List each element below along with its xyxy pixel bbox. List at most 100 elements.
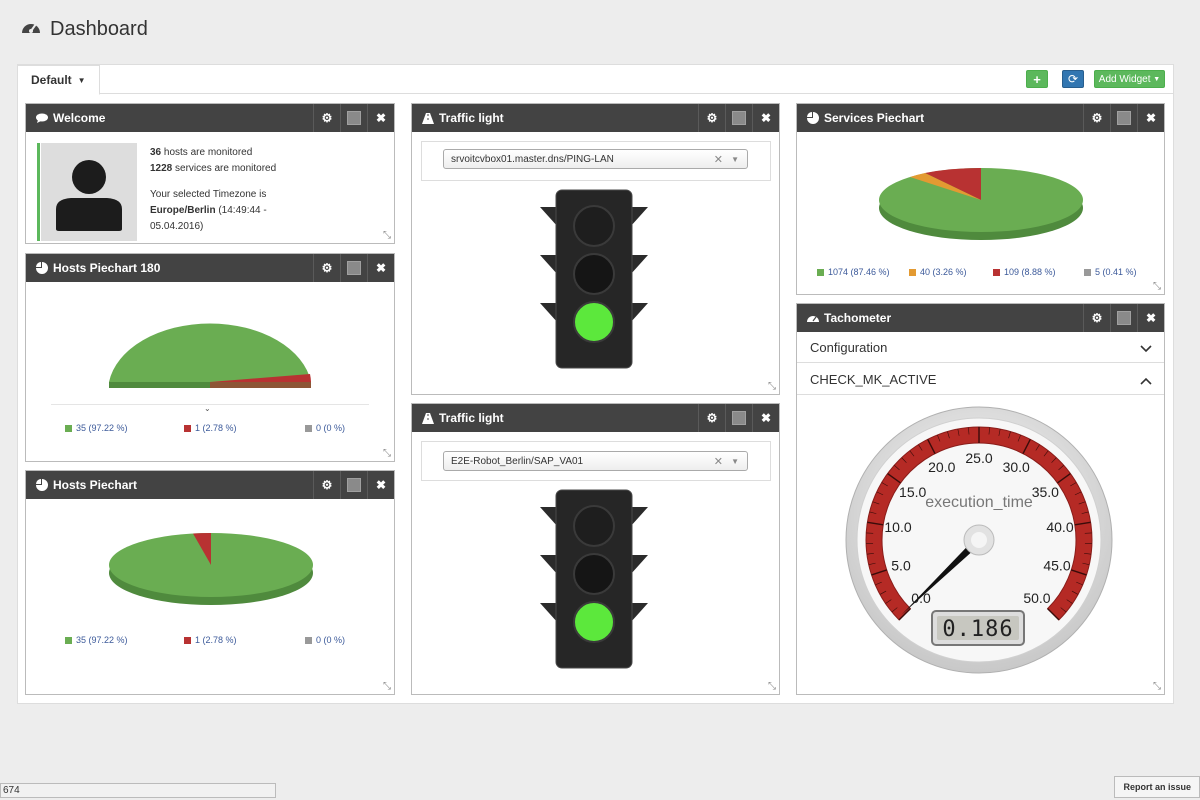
- legend-item: 0 (0 %): [305, 635, 345, 645]
- services-count: 1228: [150, 163, 173, 174]
- tab-default-label: Default: [31, 73, 72, 87]
- dashboard-icon: [807, 313, 821, 323]
- pie-chart: [879, 167, 1083, 240]
- gauge-minor-tick: [891, 607, 898, 613]
- gauge-major-tick: [871, 569, 887, 576]
- gauge-minor-tick: [866, 552, 874, 555]
- tab-default[interactable]: Default ▼: [18, 65, 100, 95]
- legend-label: 0 (0 %): [316, 423, 346, 433]
- pie-chart-icon: [36, 479, 50, 491]
- gauge-display: [937, 616, 1019, 640]
- minimize-button[interactable]: [340, 254, 367, 282]
- resize-icon[interactable]: ⤡: [383, 230, 391, 241]
- resize-icon[interactable]: ⤡: [768, 381, 776, 392]
- square-icon: [1117, 311, 1131, 325]
- gauge-major-tick: [867, 521, 884, 526]
- pie-slice-critical: [193, 533, 211, 565]
- gear-icon[interactable]: ⚙: [313, 104, 340, 132]
- add-widget-button[interactable]: Add Widget ▼: [1094, 70, 1165, 88]
- square-icon: [732, 111, 746, 125]
- pie-slice-ok: [109, 323, 311, 382]
- close-icon[interactable]: ✖: [1137, 104, 1164, 132]
- gauge-minor-tick: [872, 501, 880, 505]
- close-icon[interactable]: ✖: [752, 104, 779, 132]
- caret-down-icon: ▼: [77, 75, 86, 85]
- caret-down-icon[interactable]: ▼: [731, 456, 739, 466]
- widget-title: Welcome: [53, 111, 106, 125]
- accordion-label: Configuration: [810, 339, 888, 355]
- gear-icon[interactable]: ⚙: [1083, 104, 1110, 132]
- close-icon[interactable]: ✖: [1137, 304, 1164, 332]
- service-select[interactable]: E2E-Robot_Berlin/SAP_VA01 ✕ ▼: [443, 451, 748, 471]
- tab-actions: + ⟳ Add Widget ▼: [1026, 70, 1165, 88]
- minimize-button[interactable]: [1110, 104, 1137, 132]
- services-line: 1228 services are monitored: [150, 161, 276, 177]
- page-title: Dashboard: [50, 18, 148, 40]
- accordion-configuration[interactable]: Configuration: [797, 332, 1164, 363]
- gauge-tick-label: 20.0: [928, 459, 955, 475]
- resize-icon[interactable]: ⤡: [1153, 281, 1161, 292]
- gauge-minor-tick: [901, 457, 907, 463]
- widget-tools: ⚙ ✖: [313, 254, 394, 282]
- welcome-widget: Welcome ⚙ ✖ 36 hosts are monitored 1228 …: [25, 103, 395, 244]
- resize-icon[interactable]: ⤡: [768, 681, 776, 692]
- close-icon[interactable]: ✖: [367, 104, 394, 132]
- legend-label: 40 (3.26 %): [920, 267, 967, 277]
- gauge-minor-tick: [879, 590, 887, 595]
- traffic-light-widget-2: Traffic light ⚙ ✖ E2E-Robot_Berlin/SAP_V…: [411, 403, 780, 695]
- traffic-light: [540, 489, 648, 669]
- gauge-minor-tick: [957, 428, 960, 436]
- widget-header: Traffic light ⚙ ✖: [412, 104, 779, 132]
- chevron-down-icon[interactable]: ⌄: [204, 404, 211, 413]
- gauge-major-tick: [1074, 521, 1091, 526]
- report-issue-button[interactable]: Report an issue: [1114, 776, 1200, 798]
- gauge-major-tick: [1047, 608, 1060, 621]
- hosts-count: 36: [150, 147, 162, 158]
- resize-icon[interactable]: ⤡: [383, 681, 391, 692]
- refresh-button[interactable]: ⟳: [1062, 70, 1084, 88]
- caret-down-icon[interactable]: ▼: [731, 154, 739, 164]
- chevron-up-icon: [1140, 373, 1152, 388]
- gear-icon[interactable]: ⚙: [698, 104, 725, 132]
- gauge-minor-tick: [1070, 482, 1077, 487]
- gauge-minor-tick: [1051, 457, 1057, 463]
- gauge-minor-tick: [875, 581, 882, 586]
- close-icon[interactable]: ✖: [367, 471, 394, 499]
- clear-icon[interactable]: ✕: [713, 455, 723, 468]
- gauge-ticks: [866, 427, 1092, 621]
- gear-icon[interactable]: ⚙: [313, 254, 340, 282]
- gauge-major-tick: [1071, 569, 1087, 576]
- close-icon[interactable]: ✖: [752, 404, 779, 432]
- red-lamp: [573, 205, 615, 247]
- gear-icon[interactable]: ⚙: [313, 471, 340, 499]
- clear-icon[interactable]: ✕: [713, 153, 723, 166]
- gear-icon[interactable]: ⚙: [1083, 304, 1110, 332]
- minimize-button[interactable]: [1110, 304, 1137, 332]
- gauge-major-tick: [1022, 438, 1031, 454]
- widget-header: Hosts Piechart ⚙ ✖: [26, 471, 394, 499]
- comment-icon: [36, 113, 50, 123]
- gauge-tick-labels: 0.0 5.0 10.0 15.020.0 25.0 30.035.0 40.0 45.0 50…: [884, 450, 1073, 606]
- pie-slice-critical-depth: [210, 382, 311, 388]
- service-select[interactable]: srvoitcvbox01.master.dns/PING-LAN ✕ ▼: [443, 149, 748, 169]
- widget-tools: ⚙ ✖: [698, 404, 779, 432]
- accordion-check-mk-active[interactable]: CHECK_MK_ACTIVE: [797, 364, 1164, 395]
- minimize-button[interactable]: [725, 104, 752, 132]
- resize-icon[interactable]: ⤡: [383, 448, 391, 459]
- add-tab-button[interactable]: +: [1026, 70, 1048, 88]
- gear-icon[interactable]: ⚙: [698, 404, 725, 432]
- minimize-button[interactable]: [725, 404, 752, 432]
- gauge-major-tick: [887, 473, 901, 484]
- resize-icon[interactable]: ⤡: [1153, 681, 1161, 692]
- widget-header: Hosts Piechart 180 ⚙ ✖: [26, 254, 394, 282]
- legend-item: 1 (2.78 %): [184, 423, 305, 433]
- gauge-major-tick: [927, 438, 936, 454]
- minimize-button[interactable]: [340, 104, 367, 132]
- gauge-needle: [901, 537, 982, 616]
- close-icon[interactable]: ✖: [367, 254, 394, 282]
- minimize-button[interactable]: [340, 471, 367, 499]
- gauge-minor-tick: [885, 599, 892, 604]
- hosts-piechart-widget: Hosts Piechart ⚙ ✖ 35 (97.22 %) 1 (2.78 …: [25, 470, 395, 695]
- widget-title: Traffic light: [439, 111, 504, 125]
- legend-label: 5 (0.41 %): [1095, 267, 1137, 277]
